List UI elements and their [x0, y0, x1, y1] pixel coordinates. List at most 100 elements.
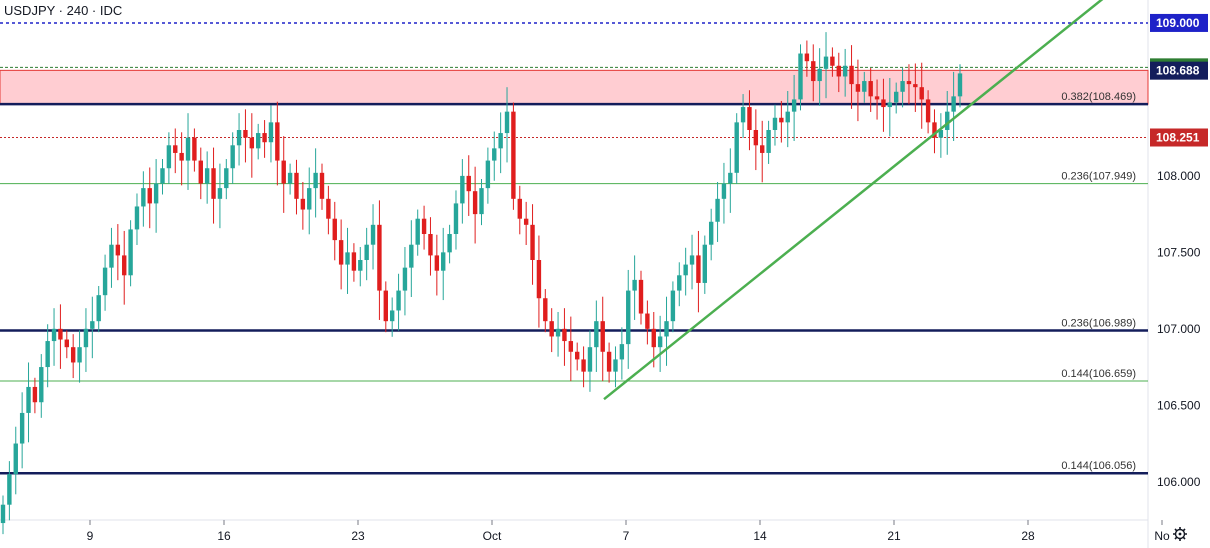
candle-body-35	[224, 168, 229, 189]
candle-body-101	[645, 313, 650, 329]
candle-body-117	[747, 107, 752, 130]
candle-body-94	[600, 321, 605, 352]
candle-body-18	[115, 244, 121, 256]
candle-body-82	[523, 218, 529, 225]
candle-body-79	[504, 111, 510, 134]
candle-body-126	[804, 53, 810, 62]
candle-body-142	[906, 81, 912, 85]
candle-body-39	[249, 137, 255, 149]
candle-body-74	[472, 191, 478, 215]
candle-body-27	[173, 145, 178, 153]
candle-body-29	[185, 137, 191, 161]
candle-body-102	[651, 328, 656, 348]
candle-body-20	[128, 229, 133, 276]
candle-body-13	[83, 328, 89, 348]
candle-body-111	[708, 221, 714, 245]
candle-body-6	[39, 367, 44, 403]
candle-body-38	[243, 130, 248, 138]
y-tick-label-4: 106.000	[1157, 475, 1201, 489]
candle-body-19	[122, 255, 127, 276]
candle-body-48	[307, 188, 312, 210]
candle-body-122	[779, 117, 784, 123]
candle-body-42	[268, 122, 274, 143]
candle-body-56	[358, 260, 363, 271]
candle-body-70	[447, 234, 452, 253]
candle-body-144	[919, 87, 924, 100]
candle-body-97	[619, 344, 625, 360]
resistance-zone	[0, 69, 1149, 105]
candle-body-65	[415, 218, 420, 245]
x-tick-label-5: 14	[753, 529, 767, 543]
trendline[interactable]	[603, 0, 1107, 401]
price-badge-2[interactable]	[1150, 61, 1208, 80]
candle-body-150	[957, 73, 963, 97]
candle-body-41	[262, 133, 267, 143]
candle-body-133	[849, 65, 854, 85]
candle-body-93	[594, 321, 599, 348]
candle-body-31	[198, 160, 203, 184]
candle-body-115	[734, 122, 739, 173]
candle-body-75	[479, 188, 484, 215]
candle-body-11	[70, 347, 76, 363]
candle-body-5	[32, 386, 38, 403]
candle-body-45	[287, 172, 293, 184]
candle-body-147	[938, 130, 944, 138]
candle-body-89	[568, 341, 574, 352]
candle-body-0	[0, 504, 6, 524]
candle-body-9	[58, 328, 63, 340]
price-badge-label-3: 108.251	[1156, 130, 1200, 144]
candle-body-66	[421, 218, 427, 234]
candle-body-99	[632, 279, 637, 291]
candle-body-130	[830, 56, 835, 66]
candle-body-103	[657, 336, 663, 348]
candle-body-16	[102, 267, 108, 296]
candle-body-134	[855, 84, 861, 92]
fib-label-4: 0.144(106.056)	[1061, 460, 1136, 472]
gear-icon[interactable]	[1173, 527, 1187, 541]
candle-body-43	[275, 122, 280, 161]
candle-body-17	[109, 244, 114, 268]
y-tick-label-0: 108.000	[1157, 169, 1201, 183]
candle-body-132	[842, 65, 848, 77]
candle-body-46	[294, 172, 299, 199]
candle-body-22	[141, 188, 146, 207]
candle-body-100	[638, 279, 644, 314]
candle-body-131	[836, 65, 841, 77]
candle-body-128	[817, 68, 822, 82]
fib-label-2: 0.236(106.989)	[1061, 318, 1136, 330]
candle-body-92	[587, 347, 593, 372]
x-tick-label-2: 23	[351, 529, 365, 543]
price-badge-0[interactable]	[1150, 13, 1208, 32]
candle-body-24	[153, 183, 159, 204]
candle-body-73	[466, 175, 471, 192]
candle-body-72	[460, 175, 465, 204]
candle-body-141	[900, 81, 905, 92]
candle-body-40	[256, 133, 261, 149]
candle-body-61	[389, 310, 395, 322]
candle-body-25	[160, 168, 165, 184]
candle-body-80	[511, 111, 516, 199]
y-tick-label-1: 107.500	[1157, 245, 1201, 259]
candle-body-47	[300, 198, 306, 210]
candle-body-55	[351, 252, 357, 271]
candle-body-98	[626, 290, 631, 345]
candle-body-139	[887, 102, 893, 108]
candle-body-120	[766, 130, 771, 153]
candle-body-58	[370, 224, 376, 245]
candle-body-2	[13, 443, 18, 475]
price-badge-3[interactable]	[1150, 128, 1208, 147]
candle-body-105	[670, 290, 676, 322]
candle-body-69	[441, 252, 446, 271]
candle-body-119	[760, 145, 765, 153]
candle-body-137	[874, 96, 880, 100]
candle-body-83	[530, 224, 535, 260]
candle-body-108	[689, 255, 695, 265]
price-badge-label-2: 108.688	[1156, 64, 1200, 78]
candle-body-104	[664, 321, 669, 337]
candle-body-52	[332, 218, 337, 241]
candle-body-62	[396, 290, 401, 311]
gear-icon-teeth	[1173, 527, 1187, 541]
candle-body-67	[428, 234, 433, 256]
